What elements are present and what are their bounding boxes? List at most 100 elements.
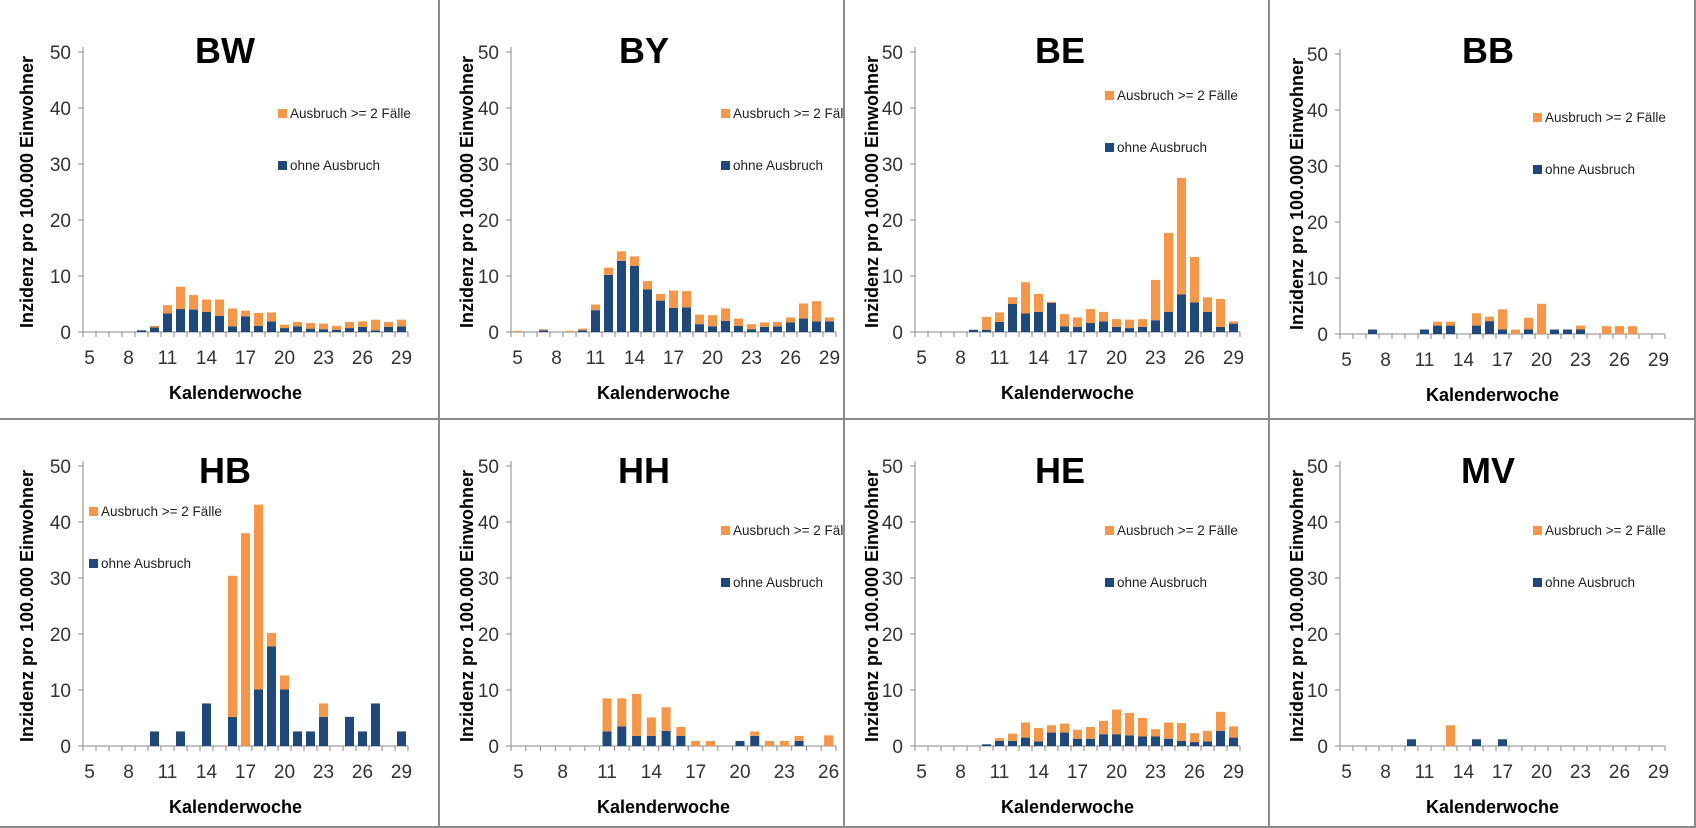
- y-tick-label: 40: [882, 513, 903, 534]
- bar-ausbruch: [306, 323, 315, 329]
- bar-ausbruch: [656, 293, 665, 301]
- x-axis-label: Kalenderwoche: [169, 797, 302, 817]
- y-tick-label: 0: [1317, 737, 1328, 758]
- bar-ausbruch: [202, 299, 211, 312]
- bar-ausbruch: [1047, 301, 1056, 303]
- legend-label-ohne-ausbruch: ohne Ausbruch: [1545, 162, 1635, 177]
- x-tick-label: 11: [597, 762, 617, 783]
- bar-ausbruch: [1086, 309, 1095, 324]
- x-tick-label: 23: [313, 348, 334, 369]
- bar-ohne-ausbruch: [1563, 329, 1572, 334]
- bar-ausbruch: [799, 303, 808, 319]
- bar-ohne-ausbruch: [1034, 311, 1043, 332]
- bar-ohne-ausbruch: [602, 731, 612, 746]
- y-tick-label: 50: [50, 457, 71, 478]
- bar-ohne-ausbruch: [747, 329, 756, 332]
- y-tick-label: 50: [882, 43, 903, 64]
- x-tick-label: 14: [1453, 762, 1475, 783]
- y-tick-label: 30: [882, 569, 903, 590]
- bar-ohne-ausbruch: [617, 726, 627, 746]
- x-tick-label: 11: [990, 762, 1010, 783]
- x-tick-label: 26: [1609, 762, 1630, 783]
- bar-ausbruch: [384, 321, 393, 327]
- bar-ausbruch: [604, 267, 613, 275]
- bar-ohne-ausbruch: [1008, 304, 1017, 332]
- bar-ohne-ausbruch: [539, 330, 548, 332]
- legend-label-ohne-ausbruch: ohne Ausbruch: [733, 575, 823, 590]
- legend-swatch-ohne-ausbruch: [721, 161, 730, 170]
- y-tick-label: 50: [478, 43, 499, 64]
- chart-svg: 0 10 20 30 40 50 5 8 11 14 17 20 23 26 29 BW Kalenderwoc…: [17, 30, 412, 403]
- bar-ohne-ausbruch: [1472, 739, 1481, 746]
- bar-ausbruch: [513, 330, 522, 332]
- bar-ausbruch: [1112, 319, 1121, 327]
- bar-ausbruch: [1021, 722, 1030, 738]
- bar-ohne-ausbruch: [630, 265, 639, 332]
- bar-ohne-ausbruch: [1485, 321, 1494, 334]
- bar-ausbruch: [1216, 298, 1225, 327]
- y-tick-label: 40: [50, 99, 71, 120]
- bar-ausbruch: [1073, 729, 1082, 739]
- y-tick-label: 30: [478, 155, 499, 176]
- bar-ohne-ausbruch: [241, 316, 250, 332]
- legend-swatch-ausbruch: [1105, 526, 1114, 535]
- x-tick-label: 11: [1415, 350, 1435, 371]
- x-tick-label: 26: [1609, 350, 1630, 371]
- bar-ausbruch: [995, 738, 1004, 741]
- x-tick-label: 26: [1184, 762, 1205, 783]
- bar-ausbruch: [1034, 293, 1043, 312]
- y-tick-label: 50: [1307, 457, 1328, 478]
- x-tick-label: 26: [780, 348, 801, 369]
- x-axis-label: Kalenderwoche: [1001, 797, 1134, 817]
- bar-ohne-ausbruch: [708, 326, 717, 332]
- bar-ausbruch: [1177, 723, 1186, 741]
- bar-ausbruch: [982, 316, 991, 330]
- bar-ohne-ausbruch: [1138, 736, 1147, 746]
- chart-title: BW: [195, 30, 255, 71]
- bar-ohne-ausbruch: [643, 289, 652, 332]
- x-tick-label: 14: [196, 348, 218, 369]
- bar-ausbruch: [779, 740, 789, 746]
- bar-ohne-ausbruch: [656, 300, 665, 332]
- chart-svg: 0 10 20 30 40 50 5 8 11 14 17 20 23 26 29 HE Kalenderwoc…: [862, 450, 1244, 817]
- bar-ausbruch: [578, 328, 587, 331]
- bar-ohne-ausbruch: [760, 326, 769, 332]
- bar-ausbruch: [1537, 303, 1546, 334]
- y-tick-label: 20: [478, 625, 499, 646]
- legend-label-ohne-ausbruch: ohne Ausbruch: [1545, 575, 1635, 590]
- bar-ohne-ausbruch: [358, 326, 367, 332]
- y-tick-label: 10: [50, 267, 71, 288]
- y-tick-label: 20: [882, 625, 903, 646]
- x-tick-label: 29: [1223, 348, 1244, 369]
- x-tick-label: 17: [1492, 350, 1513, 371]
- x-tick-label: 26: [352, 348, 373, 369]
- y-tick-label: 10: [882, 267, 903, 288]
- x-tick-label: 14: [1028, 762, 1050, 783]
- x-tick-label: 29: [819, 348, 840, 369]
- bar-ausbruch: [332, 325, 341, 330]
- bar-ohne-ausbruch: [332, 329, 341, 332]
- x-tick-label: 8: [1380, 762, 1391, 783]
- y-tick-label: 20: [882, 211, 903, 232]
- bar-ohne-ausbruch: [1151, 736, 1160, 746]
- bar-ohne-ausbruch: [982, 329, 991, 332]
- bar-ausbruch: [661, 707, 671, 731]
- y-tick-label: 0: [60, 323, 71, 344]
- y-axis-label: Inzidenz pro 100.000 Einwohner: [457, 470, 477, 742]
- x-tick-label: 20: [1531, 350, 1552, 371]
- y-tick-label: 10: [1307, 269, 1328, 290]
- bar-ohne-ausbruch: [345, 328, 354, 332]
- x-tick-label: 23: [1145, 348, 1166, 369]
- bar-ohne-ausbruch: [786, 322, 795, 332]
- y-tick-label: 30: [1307, 157, 1328, 178]
- bar-ohne-ausbruch: [137, 330, 146, 332]
- legend-swatch-ausbruch: [721, 109, 730, 118]
- y-tick-label: 50: [478, 457, 499, 478]
- y-tick-label: 20: [1307, 625, 1328, 646]
- bar-ohne-ausbruch: [1086, 738, 1095, 746]
- legend-label-ohne-ausbruch: ohne Ausbruch: [1117, 575, 1207, 590]
- bar-ohne-ausbruch: [735, 740, 745, 746]
- bar-ohne-ausbruch: [1433, 325, 1442, 334]
- bar-ohne-ausbruch: [1177, 294, 1186, 332]
